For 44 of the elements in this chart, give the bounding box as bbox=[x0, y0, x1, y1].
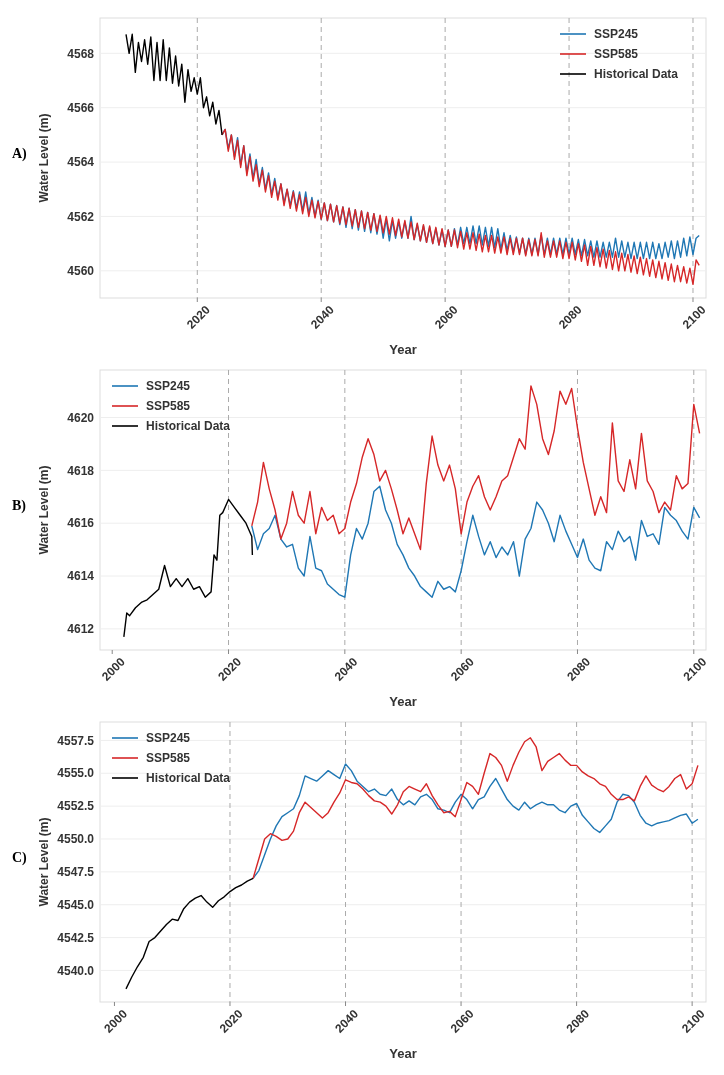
line-series bbox=[221, 128, 700, 286]
line-series bbox=[252, 763, 699, 880]
legend-label: SSP585 bbox=[594, 47, 639, 62]
y-axis-title: Water Level (m) bbox=[37, 113, 51, 203]
y-tick-label: 4557.5 bbox=[57, 733, 95, 748]
line-series bbox=[125, 33, 223, 136]
legend-label: Historical Data bbox=[594, 67, 679, 82]
legend-label: SSP585 bbox=[146, 751, 191, 766]
y-axis-title: Water Level (m) bbox=[37, 465, 51, 555]
y-tick-label: 4540.0 bbox=[57, 963, 95, 978]
y-tick-label: 4566 bbox=[67, 100, 95, 115]
y-tick-label: 4614 bbox=[67, 569, 95, 584]
y-tick-label: 4616 bbox=[67, 516, 95, 531]
line-series bbox=[251, 385, 701, 551]
line-series bbox=[251, 485, 701, 598]
legend-label: SSP245 bbox=[146, 379, 191, 394]
legend-label: SSP585 bbox=[146, 399, 191, 414]
text: C) bbox=[12, 850, 28, 866]
y-tick-label: 4568 bbox=[67, 46, 95, 61]
line-series bbox=[125, 877, 254, 990]
text: A) bbox=[12, 146, 28, 162]
legend-label: SSP245 bbox=[594, 27, 639, 42]
legend-label: Historical Data bbox=[146, 771, 231, 786]
legend-label: Historical Data bbox=[146, 419, 231, 434]
y-tick-label: 4564 bbox=[67, 155, 95, 170]
line-series bbox=[252, 737, 699, 880]
y-axis-title: Water Level (m) bbox=[37, 817, 51, 907]
y-tick-label: 4562 bbox=[67, 209, 95, 224]
y-tick-label: 4545.0 bbox=[57, 897, 95, 912]
y-tick-label: 4547.5 bbox=[57, 865, 95, 880]
x-axis-title: Year bbox=[389, 1046, 417, 1061]
x-axis-title: Year bbox=[389, 342, 417, 357]
x-axis-title: Year bbox=[389, 694, 417, 709]
y-tick-label: 4552.5 bbox=[57, 799, 95, 814]
y-tick-label: 4620 bbox=[67, 410, 95, 425]
y-tick-label: 4618 bbox=[67, 463, 95, 478]
line-series bbox=[123, 498, 254, 638]
y-tick-label: 4555.0 bbox=[57, 766, 95, 781]
legend-label: SSP245 bbox=[146, 731, 191, 746]
y-tick-label: 4612 bbox=[67, 622, 95, 637]
y-tick-label: 4550.0 bbox=[57, 832, 95, 847]
y-tick-label: 4542.5 bbox=[57, 930, 95, 945]
y-tick-label: 4560 bbox=[67, 264, 95, 279]
text: B) bbox=[12, 498, 27, 514]
